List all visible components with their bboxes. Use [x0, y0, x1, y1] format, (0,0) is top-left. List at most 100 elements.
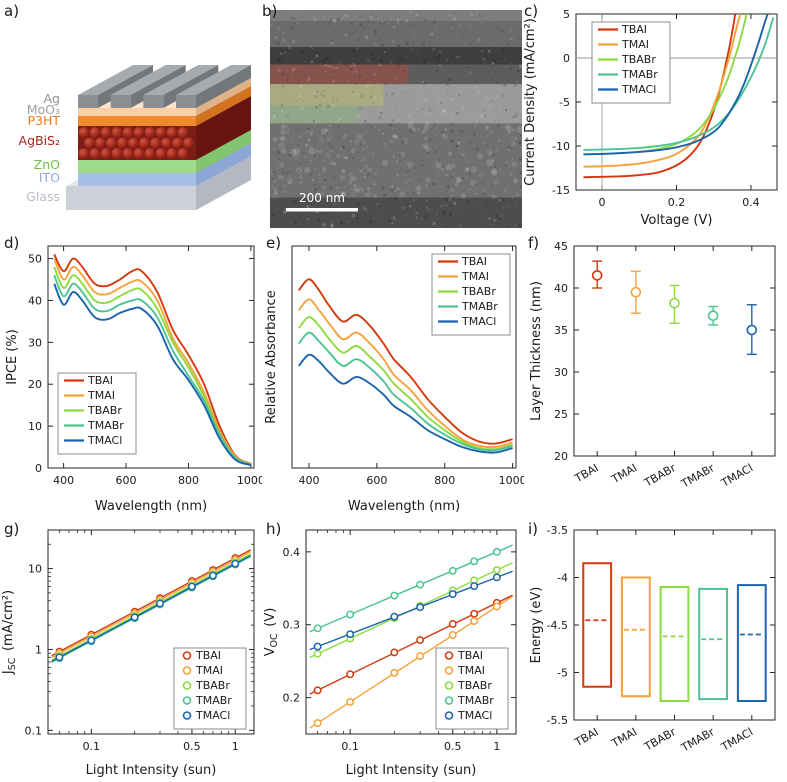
voc-point-TBABr: [313, 649, 322, 658]
panel-c-label: c): [524, 2, 539, 20]
svg-text:10: 10: [28, 420, 42, 433]
voc-point-TBAI: [346, 670, 355, 679]
svg-text:0: 0: [35, 462, 42, 475]
svg-text:TBAI: TBAI: [195, 649, 221, 662]
chart-g: 0.1 0.5 1 0.1 1 10 Light Intensity (sun) JSC (m…: [1, 529, 255, 778]
svg-text:TBABr: TBABr: [621, 53, 656, 66]
panel-i: i) -3.5 -4 -4.5 -5 -5.5 Energy (eV) TBAI TMAI TB…: [524, 518, 787, 782]
spectrum-e-TBABr: [298, 316, 513, 451]
thickness-point-TMAI: [630, 270, 642, 314]
svg-text:0.2: 0.2: [668, 196, 686, 209]
legend: TBAI TMAI TBABr TMABr TMACl: [435, 647, 509, 730]
nanocrystal-sphere: [133, 148, 145, 159]
panel-h-label: h): [266, 520, 282, 538]
voc-fit-TMAI: [309, 595, 513, 729]
legend: TBAI TMAI TBABr TMABr TMACl: [591, 21, 671, 104]
svg-text:1: 1: [232, 740, 239, 753]
svg-text:800: 800: [178, 474, 199, 487]
svg-text:Glass: Glass: [26, 189, 60, 204]
sem-layer-band: [270, 123, 522, 199]
sem-layer-band: [270, 10, 522, 22]
svg-text:TMAI: TMAI: [195, 664, 223, 677]
nanocrystal-sphere: [100, 148, 112, 159]
svg-text:0.1: 0.1: [25, 724, 43, 737]
svg-text:0.1: 0.1: [83, 740, 101, 753]
svg-text:0.1: 0.1: [341, 740, 359, 753]
voc-point-TMABr: [346, 610, 355, 619]
voc-point-TBAI: [470, 609, 479, 618]
svg-text:TMACl: TMACl: [621, 83, 656, 96]
jsc-point-TMACl: [130, 613, 139, 622]
svg-text:-5: -5: [557, 667, 568, 680]
svg-text:TBABr: TBABr: [641, 725, 678, 754]
panel-a: a) Ag MoO₃ P3HT AgBiS₂ ZnO ITO Glass: [0, 0, 258, 232]
axes-box: [305, 529, 517, 735]
svg-text:TMABr: TMABr: [678, 461, 717, 491]
svg-text:ZnO: ZnO: [34, 157, 60, 172]
svg-text:0.3: 0.3: [283, 619, 301, 632]
legend: TBAI TMAI TBABr TMABr TMACl: [173, 647, 247, 730]
chart-i: -3.5 -4 -4.5 -5 -5.5 Energy (eV) TBAI TMAI TBABr…: [529, 524, 776, 755]
voc-point-TMAI: [313, 719, 322, 728]
panel-e: e) 400 600 800 1000 Wavelength (nm) Relative …: [262, 232, 524, 518]
nanocrystal-sphere: [144, 127, 156, 138]
svg-text:TMACl: TMACl: [457, 709, 492, 722]
nanocrystal-sphere: [150, 137, 161, 149]
svg-text:0.4: 0.4: [742, 196, 760, 209]
svg-text:Relative Absorbance: Relative Absorbance: [264, 290, 279, 423]
nanocrystal-sphere: [111, 148, 123, 159]
voc-point-TMACl: [492, 573, 501, 582]
jv-curve-TMACl: [583, 14, 769, 156]
axes-box: [573, 529, 776, 721]
svg-text:TMACl: TMACl: [461, 315, 496, 328]
panel-e-label: e): [266, 234, 282, 252]
spectrum-e-TMAI: [298, 298, 513, 449]
jsc-point-TMACl: [187, 582, 196, 591]
jsc-fit-TMAI: [51, 551, 252, 659]
svg-text:Wavelength (nm): Wavelength (nm): [95, 499, 207, 514]
svg-text:Ag: Ag: [44, 91, 61, 106]
nanocrystal-sphere: [155, 127, 167, 138]
sem-overlay-yellow: [270, 84, 384, 106]
svg-text:Wavelength (nm): Wavelength (nm): [348, 499, 460, 514]
panel-d: d) 400 600 800 1000 0 10 20 30 40 50 Wavelength (n…: [0, 232, 262, 518]
nanocrystal-sphere: [139, 137, 150, 149]
nanocrystal-sphere: [183, 137, 194, 149]
sem-layer-band: [270, 64, 522, 86]
jsc-point-TMACl: [156, 599, 164, 608]
chart-c: 0 0.2 0.4 -15 -10 -5 0 5 Voltage (V) Current Dens…: [523, 8, 778, 228]
svg-text:50: 50: [28, 253, 42, 266]
svg-text:TBAI: TBAI: [87, 374, 113, 387]
voc-point-TBAI: [313, 686, 322, 695]
nanocrystal-sphere: [166, 148, 178, 159]
voc-point-TMAI: [448, 630, 457, 639]
svg-text:1: 1: [493, 740, 500, 753]
voc-point-TBABr: [492, 566, 501, 575]
svg-text:45: 45: [554, 240, 568, 253]
svg-text:Energy (eV): Energy (eV): [529, 587, 544, 664]
nanocrystal-sphere: [128, 137, 139, 149]
sem-svg: 200 nm: [270, 10, 522, 228]
svg-text:Layer Thickness (nm): Layer Thickness (nm): [529, 281, 544, 421]
voc-point-TMAI: [416, 652, 425, 660]
svg-text:TMAI: TMAI: [609, 725, 640, 750]
nanocrystal-sphere: [117, 137, 128, 149]
nanocrystal-sphere: [111, 127, 123, 138]
spectrum-d-TMABr: [53, 274, 252, 466]
spectrum-d-TMAI: [53, 258, 252, 466]
voc-point-TMAI: [390, 668, 399, 677]
svg-text:TMAI: TMAI: [621, 38, 649, 51]
jsc-point-TMACl: [55, 653, 64, 662]
svg-text:400: 400: [298, 474, 319, 487]
jv-curve-TMABr: [583, 17, 775, 151]
svg-text:TBAI: TBAI: [621, 23, 647, 36]
panel-g-label: g): [4, 520, 20, 538]
svg-text:-15: -15: [552, 184, 570, 197]
nanocrystal-sphere: [133, 127, 145, 138]
svg-text:0.2: 0.2: [283, 692, 301, 705]
sem-overlay-red: [270, 64, 409, 85]
energy-band-TBABr: [659, 586, 690, 702]
voc-point-TMACl: [416, 603, 425, 612]
